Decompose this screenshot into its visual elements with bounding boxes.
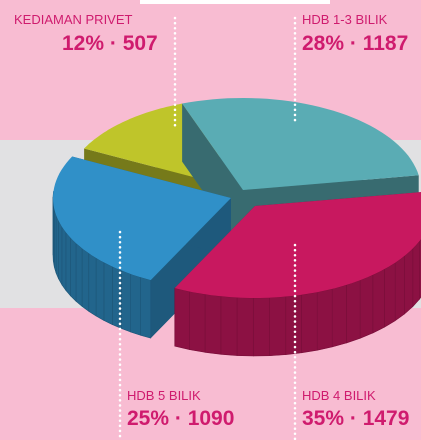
slice-wall: [204, 293, 222, 355]
slice-wall: [174, 287, 190, 350]
slice-wall: [65, 231, 71, 297]
slice-wall: [285, 294, 302, 355]
value-label: 12% · 507: [62, 32, 158, 55]
slice-wall: [331, 284, 347, 348]
slice-wall: [58, 219, 63, 286]
slice-wall: [220, 295, 238, 356]
slice-wall: [384, 262, 396, 328]
slice-wall: [412, 240, 420, 308]
slice-wall: [81, 247, 90, 312]
slice: [174, 192, 421, 298]
top-strip: [140, 0, 330, 4]
slice-wall: [359, 274, 374, 339]
slice-wall: [55, 214, 59, 280]
slice: [182, 98, 419, 190]
slice-wall: [75, 242, 83, 308]
category-label: HDB 1-3 BILIK: [302, 12, 388, 27]
value-label: 35% · 1479: [302, 407, 409, 430]
slice-wall: [95, 257, 105, 321]
slice-wall: [372, 268, 385, 334]
slice-wall: [88, 252, 97, 317]
category-label: KEDIAMAN PRIVET: [14, 12, 133, 27]
slice-wall: [316, 288, 333, 351]
slice-wall: [61, 225, 67, 292]
labels: KEDIAMAN PRIVET 12% · 507 HDB 1-3 BILIK 28%…: [14, 12, 409, 440]
slice-wall: [301, 291, 318, 354]
category-label: HDB 5 BILIK: [127, 388, 201, 403]
slice-wall: [120, 270, 131, 333]
slice-wall: [236, 297, 254, 357]
category-label: HDB 4 BILIK: [302, 388, 376, 403]
slice-wall: [189, 291, 206, 353]
slice-wall: [269, 296, 287, 357]
value-label: 28% · 1187: [302, 32, 408, 55]
value-label: 25% · 1090: [127, 407, 234, 430]
slice-wall: [140, 276, 152, 339]
slice-wall: [346, 279, 361, 344]
slice-wall: [252, 297, 270, 357]
slice-wall: [404, 247, 414, 315]
slice-wall: [103, 261, 113, 326]
slice-wall: [394, 255, 405, 322]
slice-wall: [130, 273, 141, 336]
slice-wall: [70, 237, 77, 302]
slice: [53, 156, 231, 281]
pie: [52, 98, 421, 357]
